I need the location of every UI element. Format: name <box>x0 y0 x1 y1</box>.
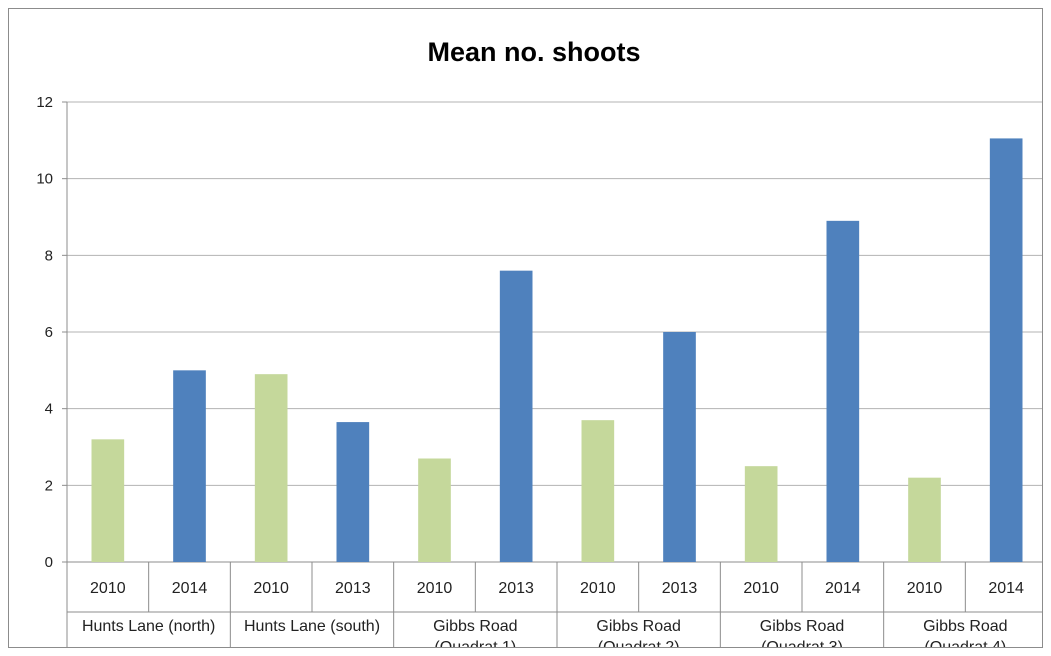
bar <box>418 458 451 562</box>
x-tick-label-year: 2010 <box>253 580 289 597</box>
x-tick-label-year: 2010 <box>417 580 453 597</box>
x-tick-label-year: 2014 <box>172 580 208 597</box>
y-tick-label: 10 <box>36 171 53 188</box>
y-axis-ticks: 0 2 4 6 8 10 12 <box>36 94 68 571</box>
bar-chart: Mean no. shoots 0 2 4 6 8 10 12 2010 2014 Hunts … <box>36 37 1042 648</box>
x-group-label: Gibbs Road <box>433 618 518 635</box>
x-group-label: (Quadrat 1) <box>434 639 516 648</box>
bar <box>744 466 778 562</box>
x-tick-label-year: 2013 <box>498 580 534 597</box>
x-tick-label-year: 2013 <box>662 580 698 597</box>
x-axis: 2010 2014 Hunts Lane (north) 2010 2013 Hunts … <box>66 562 1042 648</box>
x-group-label: Hunts Lane (south) <box>244 618 380 635</box>
bar <box>581 420 615 562</box>
bar <box>989 138 1023 562</box>
y-tick-label: 8 <box>45 247 53 264</box>
chart-title: Mean no. shoots <box>427 37 640 67</box>
x-group-label: (Quadrat 3) <box>761 639 843 648</box>
x-group-label: (Quadrat 4) <box>924 639 1006 648</box>
x-tick-label-year: 2014 <box>988 580 1024 597</box>
x-tick-label-year: 2010 <box>907 580 943 597</box>
gridlines <box>67 101 1042 563</box>
y-tick-label: 4 <box>45 401 53 418</box>
bar <box>91 439 125 562</box>
x-tick-label-year: 2013 <box>335 580 371 597</box>
x-tick-label-year: 2014 <box>825 580 861 597</box>
bar <box>826 220 860 563</box>
x-group-label: Gibbs Road <box>760 618 845 635</box>
y-tick-label: 6 <box>45 324 53 341</box>
x-group-label: Gibbs Road <box>923 618 1008 635</box>
bar <box>499 270 533 562</box>
y-tick-label: 2 <box>45 477 53 494</box>
bar <box>254 374 288 562</box>
x-tick-label-year: 2010 <box>580 580 616 597</box>
chart-frame: Mean no. shoots 0 2 4 6 8 10 12 2010 2014 Hunts … <box>8 8 1043 648</box>
x-tick-label-year: 2010 <box>743 580 779 597</box>
bars <box>91 138 1023 563</box>
bar <box>336 422 370 562</box>
bar <box>908 477 941 562</box>
x-group-label: Hunts Lane (north) <box>82 618 215 635</box>
y-tick-label: 0 <box>45 554 53 571</box>
x-group-label: Gibbs Road <box>596 618 681 635</box>
y-tick-label: 12 <box>36 94 53 111</box>
x-tick-label-year: 2010 <box>90 580 126 597</box>
bar <box>173 370 206 562</box>
bar <box>663 332 696 562</box>
x-group-label: (Quadrat 2) <box>598 639 680 648</box>
